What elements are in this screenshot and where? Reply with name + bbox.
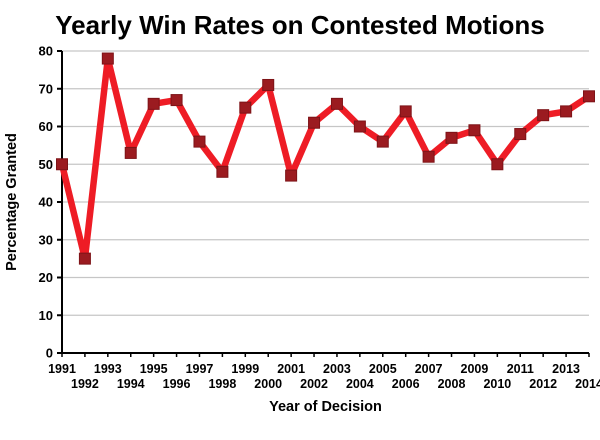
data-point (491, 158, 504, 171)
x-tick-label: 1999 (231, 362, 259, 376)
x-tick-label: 2003 (323, 362, 351, 376)
data-point (537, 109, 550, 122)
data-point (239, 101, 252, 114)
x-axis-title: Year of Decision (269, 399, 382, 415)
line-chart-canvas: 0102030405060708019911992199319941995199… (4, 44, 600, 416)
x-tick-label: 2011 (507, 362, 534, 376)
y-axis-title: Percentage Granted (4, 133, 20, 271)
x-tick-label: 1992 (71, 377, 99, 391)
x-tick-label: 1991 (48, 362, 76, 376)
data-point (56, 158, 68, 171)
x-tick-label: 1993 (94, 362, 122, 376)
x-tick-label: 2001 (277, 362, 305, 376)
y-tick-label: 60 (39, 119, 53, 134)
x-tick-label: 2000 (254, 377, 282, 391)
data-point (262, 78, 275, 91)
data-point (101, 52, 114, 65)
x-tick-label: 2007 (415, 362, 443, 376)
data-point (376, 135, 389, 148)
x-tick-label: 1997 (186, 362, 214, 376)
x-tick-label: 2005 (369, 362, 397, 376)
data-point (468, 124, 481, 137)
x-tick-label: 2006 (392, 377, 420, 391)
y-tick-label: 30 (39, 232, 53, 247)
y-tick-label: 50 (39, 157, 53, 172)
x-tick-label: 1995 (140, 362, 168, 376)
data-point (170, 94, 183, 107)
y-tick-label: 10 (39, 308, 53, 323)
data-point (124, 146, 137, 159)
data-point (78, 252, 91, 265)
x-tick-label: 2004 (346, 377, 374, 391)
data-point (193, 135, 206, 148)
data-point (583, 90, 595, 103)
x-tick-label: 1994 (117, 377, 145, 391)
data-point (514, 128, 527, 141)
data-point (285, 169, 298, 182)
data-point (147, 97, 160, 110)
data-point (330, 97, 343, 110)
x-tick-label: 2010 (483, 377, 511, 391)
data-point (445, 131, 458, 144)
x-tick-label: 1998 (208, 377, 236, 391)
y-tick-label: 40 (39, 195, 53, 210)
x-tick-label: 2009 (461, 362, 489, 376)
data-point (560, 105, 573, 118)
chart-title: Yearly Win Rates on Contested Motions (55, 10, 545, 40)
x-tick-label: 2013 (552, 362, 580, 376)
y-tick-label: 0 (46, 346, 53, 361)
data-point (422, 150, 435, 163)
data-point (216, 165, 229, 178)
y-tick-label: 80 (39, 44, 53, 59)
data-point (399, 105, 412, 118)
y-tick-label: 20 (39, 270, 53, 285)
x-tick-label: 2008 (438, 377, 466, 391)
x-tick-label: 2002 (300, 377, 328, 391)
data-point (353, 120, 366, 133)
data-point (308, 116, 321, 129)
y-tick-label: 70 (39, 81, 53, 96)
x-tick-label: 1996 (163, 377, 191, 391)
x-tick-label: 2014 (575, 377, 600, 391)
x-tick-label: 2012 (529, 377, 557, 391)
